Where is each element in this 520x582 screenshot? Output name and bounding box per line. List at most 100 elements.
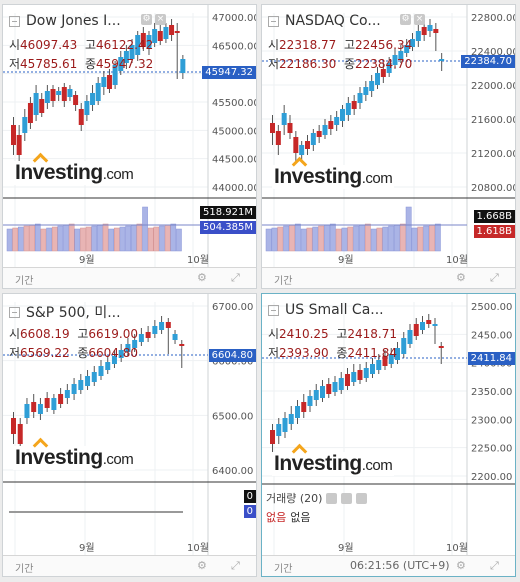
candle-body xyxy=(106,75,112,89)
close-icon[interactable]: × xyxy=(155,14,166,25)
investing-logo: Investing.com xyxy=(13,437,136,470)
volume-bar xyxy=(394,224,400,252)
indicator-settings-icon[interactable] xyxy=(326,492,338,504)
candle-body xyxy=(17,424,23,444)
candle-body xyxy=(287,123,293,133)
x-tick-label: 10월 xyxy=(187,542,209,554)
investing-logo: Investing.com xyxy=(272,156,395,189)
volume-bar xyxy=(318,225,325,252)
candle-body xyxy=(61,87,67,101)
gear-icon[interactable]: ⚙ xyxy=(456,271,466,284)
dow-chart-canvas[interactable]: 47000.0046500.0046000.0045500.0045000.00… xyxy=(3,5,257,289)
chart-footer: 기간 06:21:56 (UTC+9) ⚙ ⤢ xyxy=(262,555,515,576)
candle-body xyxy=(39,99,45,113)
candle-body xyxy=(426,320,432,324)
chart-menu-icon[interactable] xyxy=(9,15,20,27)
chart-menu-icon[interactable] xyxy=(9,306,20,318)
expand-icon[interactable]: ⤢ xyxy=(231,271,240,284)
chart-footer: 기간 ⚙ ⤢ xyxy=(3,555,256,576)
gear-icon[interactable]: ⚙ xyxy=(197,559,207,572)
russell-chart-canvas[interactable]: 2500.002450.002400.002350.002300.002250.… xyxy=(262,294,516,577)
expand-icon[interactable]: ⤢ xyxy=(490,559,499,572)
volume-bar xyxy=(300,228,307,252)
close-icon[interactable]: × xyxy=(414,14,425,25)
candle-body xyxy=(407,330,413,344)
chart-title: US Small Ca... xyxy=(268,302,384,318)
volume-bar xyxy=(364,223,371,252)
candle-body xyxy=(67,89,73,97)
candle-body xyxy=(111,356,117,364)
volume-bar xyxy=(23,225,30,252)
indicator-style-icon[interactable] xyxy=(341,492,353,504)
chart-panel-sp500[interactable]: 6700.00 6600.00 6500.00 6400.00 9월 10월 S&P 50… xyxy=(2,293,257,577)
expand-icon[interactable]: ⤢ xyxy=(490,271,499,284)
expand-icon[interactable]: ⤢ xyxy=(231,559,240,572)
indicator-close-icon[interactable] xyxy=(356,492,368,504)
candle-body xyxy=(174,31,180,33)
candle-body xyxy=(328,121,334,129)
candle-body xyxy=(433,29,439,33)
volume-bar xyxy=(6,228,13,252)
volume-bar xyxy=(51,226,58,252)
y-tick-label: 45000.00 xyxy=(212,126,257,137)
volume-bar xyxy=(283,225,290,252)
last-price-tag: 2411.84 xyxy=(467,352,515,365)
candle-body xyxy=(427,25,433,31)
settings-icon[interactable]: ⚙ xyxy=(400,14,411,25)
period-label[interactable]: 기간 xyxy=(274,276,293,287)
volume-bar xyxy=(142,206,148,252)
candle-body xyxy=(123,51,129,63)
chart-menu-icon[interactable] xyxy=(268,304,279,316)
candle-body xyxy=(84,101,90,115)
volume-bar xyxy=(434,223,441,252)
volume-indicator-values: 없음 없음 xyxy=(266,509,311,525)
volume-bar xyxy=(136,223,143,252)
period-label[interactable]: 기간 xyxy=(274,564,293,575)
x-tick-label: 10월 xyxy=(187,254,209,266)
candle-body xyxy=(410,39,415,47)
candle-body xyxy=(11,125,16,145)
sp500-chart-canvas[interactable]: 6700.00 6600.00 6500.00 6400.00 9월 10월 xyxy=(3,294,257,577)
chart-panel-nasdaq[interactable]: 22800.00 22400.00 22000.00 21600.00 21200.00… xyxy=(261,4,516,289)
period-label[interactable]: 기간 xyxy=(15,564,34,575)
y-tick-label: 2200.00 xyxy=(471,472,512,483)
candle-body xyxy=(165,322,171,328)
candle-body xyxy=(338,378,344,390)
candle-body xyxy=(282,418,288,432)
chart-header-icons: ⚙ × xyxy=(400,14,425,25)
volume-bar xyxy=(153,226,160,252)
candle-body xyxy=(22,117,28,133)
y-tick-label: 2250.00 xyxy=(471,444,512,455)
candle-body xyxy=(157,31,163,41)
candle-body xyxy=(380,69,386,77)
volume-bar xyxy=(399,223,406,252)
chart-panel-russell[interactable]: 2500.002450.002400.002350.002300.002250.… xyxy=(261,293,516,577)
candle-body xyxy=(31,402,37,412)
period-label[interactable]: 기간 xyxy=(15,276,34,287)
candle-body xyxy=(375,73,380,85)
volume-bar xyxy=(294,223,301,252)
ohlc-row-1: 시6608.19 고6619.00 xyxy=(9,327,138,341)
ohlc-row-1: 시46097.43 고46122.42 xyxy=(9,38,154,52)
gear-icon[interactable]: ⚙ xyxy=(456,559,466,572)
candle-body xyxy=(71,384,77,394)
volume-down-value: 0 xyxy=(243,505,256,518)
ohlc-row-1: 시2410.25 고2418.71 xyxy=(268,327,397,341)
candle-body xyxy=(386,63,392,73)
volume-bar xyxy=(417,226,424,252)
nasdaq-chart-canvas[interactable]: 22800.00 22400.00 22000.00 21600.00 21200.00… xyxy=(262,5,516,289)
y-tick-label: 20800.00 xyxy=(471,183,516,194)
chart-title: NASDAQ Co... xyxy=(268,13,381,29)
gear-icon[interactable]: ⚙ xyxy=(197,271,207,284)
candle-body xyxy=(351,101,357,109)
chart-menu-icon[interactable] xyxy=(268,15,279,27)
candle-body xyxy=(357,370,363,380)
chart-panel-dow[interactable]: 47000.0046500.0046000.0045500.0045000.00… xyxy=(2,4,257,289)
volume-bar xyxy=(170,223,177,252)
candle-body xyxy=(376,360,382,370)
candle-body xyxy=(334,117,340,125)
candle-body xyxy=(125,344,131,352)
candle-body xyxy=(401,338,407,354)
settings-icon[interactable]: ⚙ xyxy=(141,14,152,25)
volume-bar xyxy=(97,224,103,252)
